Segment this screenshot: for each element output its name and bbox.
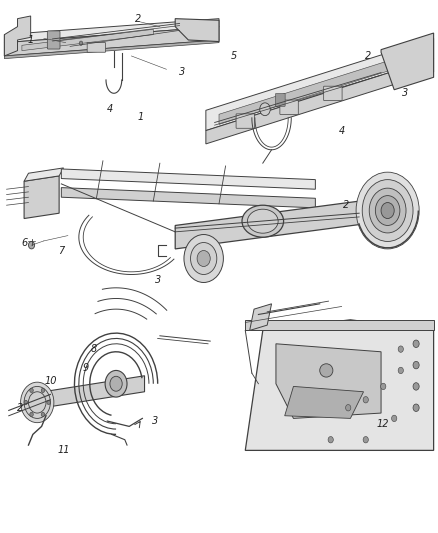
FancyBboxPatch shape <box>276 93 285 106</box>
Circle shape <box>260 103 270 116</box>
Circle shape <box>110 376 122 391</box>
Polygon shape <box>245 320 434 450</box>
Polygon shape <box>4 16 31 56</box>
Circle shape <box>184 235 223 282</box>
FancyBboxPatch shape <box>47 31 60 49</box>
Circle shape <box>369 188 406 233</box>
Circle shape <box>47 400 50 405</box>
Circle shape <box>79 41 83 45</box>
Polygon shape <box>206 38 434 131</box>
Circle shape <box>413 340 419 348</box>
Text: 1: 1 <box>137 112 143 122</box>
Polygon shape <box>285 386 364 418</box>
Circle shape <box>375 196 400 225</box>
Text: 3: 3 <box>179 67 185 77</box>
Polygon shape <box>4 19 219 43</box>
Ellipse shape <box>242 205 284 237</box>
Circle shape <box>24 400 28 405</box>
Text: 11: 11 <box>57 446 70 455</box>
Ellipse shape <box>247 209 278 233</box>
Polygon shape <box>4 27 219 56</box>
Text: 1: 1 <box>28 35 34 45</box>
Polygon shape <box>61 188 315 208</box>
Polygon shape <box>206 59 434 144</box>
Text: 3: 3 <box>152 416 159 426</box>
Circle shape <box>413 383 419 390</box>
Circle shape <box>381 383 386 390</box>
Circle shape <box>41 413 45 417</box>
Text: 2: 2 <box>365 51 371 61</box>
Polygon shape <box>250 304 272 330</box>
Circle shape <box>381 203 394 219</box>
Polygon shape <box>24 176 59 219</box>
Text: 2: 2 <box>343 200 349 210</box>
Circle shape <box>398 367 403 374</box>
FancyBboxPatch shape <box>236 114 254 128</box>
Polygon shape <box>24 168 64 181</box>
Circle shape <box>28 392 46 413</box>
Circle shape <box>356 172 419 249</box>
Circle shape <box>191 243 217 274</box>
Circle shape <box>24 386 50 418</box>
Text: 2: 2 <box>17 403 23 413</box>
Ellipse shape <box>320 364 333 377</box>
Text: 7: 7 <box>58 246 64 255</box>
Text: 2: 2 <box>135 14 141 23</box>
Circle shape <box>346 405 351 411</box>
Circle shape <box>28 241 35 249</box>
Circle shape <box>398 346 403 352</box>
Polygon shape <box>22 29 153 51</box>
Circle shape <box>363 437 368 443</box>
Polygon shape <box>276 344 381 418</box>
Text: 12: 12 <box>377 419 389 429</box>
FancyBboxPatch shape <box>87 43 106 52</box>
Circle shape <box>105 370 127 397</box>
Circle shape <box>30 388 33 392</box>
Circle shape <box>30 413 33 417</box>
Text: 4: 4 <box>339 126 345 135</box>
Polygon shape <box>245 320 434 330</box>
Circle shape <box>328 437 333 443</box>
Polygon shape <box>175 199 377 249</box>
Polygon shape <box>219 52 416 124</box>
Circle shape <box>413 404 419 411</box>
Polygon shape <box>61 169 315 189</box>
Circle shape <box>413 361 419 369</box>
Polygon shape <box>381 33 434 90</box>
FancyBboxPatch shape <box>324 86 342 101</box>
Text: 10: 10 <box>44 376 57 386</box>
Circle shape <box>362 180 413 241</box>
FancyBboxPatch shape <box>280 100 298 115</box>
Polygon shape <box>4 40 219 59</box>
Text: 8: 8 <box>91 344 97 354</box>
Circle shape <box>197 251 210 266</box>
Polygon shape <box>175 19 219 42</box>
Circle shape <box>363 397 368 403</box>
Text: 4: 4 <box>106 104 113 114</box>
Circle shape <box>21 382 54 423</box>
Text: 3: 3 <box>155 275 161 285</box>
Polygon shape <box>26 376 145 410</box>
Circle shape <box>392 415 397 422</box>
Text: 6: 6 <box>21 238 27 247</box>
Text: 3: 3 <box>402 88 408 98</box>
Text: 9: 9 <box>82 363 88 373</box>
Text: 5: 5 <box>231 51 237 61</box>
Circle shape <box>41 388 45 392</box>
